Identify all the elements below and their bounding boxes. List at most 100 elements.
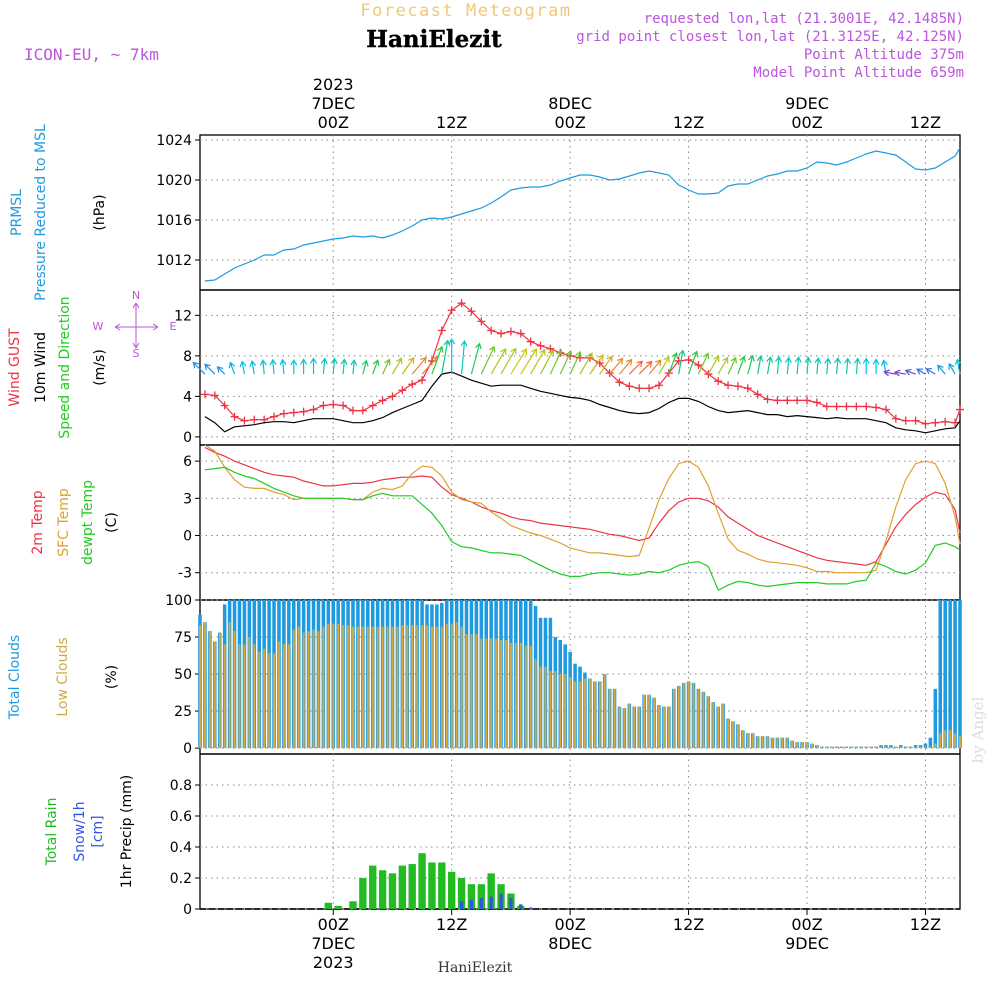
bar-low_cloud xyxy=(238,644,241,749)
top-time-label: 12Z xyxy=(436,113,467,132)
wind-arrow xyxy=(350,359,358,375)
bar-low_cloud xyxy=(638,706,641,749)
bar-low_cloud xyxy=(672,688,675,749)
bar-low_cloud xyxy=(870,746,873,749)
bar-low_cloud xyxy=(445,623,448,749)
watermark: by Angel xyxy=(969,696,987,763)
bar-rain xyxy=(438,862,446,909)
bar-low_cloud xyxy=(277,641,280,749)
gust-marker xyxy=(694,360,703,369)
bar-low_cloud xyxy=(233,631,236,749)
bar-snow xyxy=(519,904,523,909)
wind-arrow xyxy=(500,347,517,375)
gust-marker xyxy=(753,390,762,399)
gust-marker xyxy=(763,395,772,404)
ytick-label: 75 xyxy=(174,630,192,646)
bar-low_cloud xyxy=(598,681,601,749)
bar-low_cloud xyxy=(801,742,804,749)
gust-marker xyxy=(477,317,486,326)
ytick-label: 25 xyxy=(174,704,192,720)
bar-low_cloud xyxy=(722,703,725,749)
wind-arrow xyxy=(589,354,604,375)
bar-low_cloud xyxy=(253,644,256,749)
bar-low_cloud xyxy=(835,746,838,749)
wind-arrow xyxy=(599,355,613,375)
wind-arrow xyxy=(638,360,653,375)
wind-arrow xyxy=(300,358,308,375)
series-t2m xyxy=(204,446,961,566)
wind-arrow xyxy=(756,355,764,375)
ytick-label: 50 xyxy=(174,667,192,683)
bar-low_cloud xyxy=(199,625,201,749)
bar-low_cloud xyxy=(667,706,670,749)
wind-arrow xyxy=(480,345,496,375)
gust-marker xyxy=(358,406,367,415)
compass-south: S xyxy=(133,347,140,360)
bar-low_cloud xyxy=(736,724,739,749)
wind-arrow xyxy=(520,348,538,375)
gust-marker xyxy=(299,407,308,416)
bar-low_cloud xyxy=(243,644,246,749)
unit-label: (m/s) xyxy=(92,349,108,386)
wind-arrow xyxy=(717,356,729,375)
bar-low_cloud xyxy=(914,746,917,749)
bar-low_cloud xyxy=(662,706,665,749)
bar-total_cloud xyxy=(938,600,943,749)
gust-marker xyxy=(911,416,920,425)
bar-low_cloud xyxy=(361,626,364,749)
ytick-label: 0 xyxy=(183,902,192,918)
ytick-label: 6 xyxy=(183,454,192,470)
wind-arrow xyxy=(883,369,896,377)
bottom-time-label: 00Z xyxy=(318,915,349,934)
ytick-label: 1016 xyxy=(156,213,192,229)
ytick-label: 4 xyxy=(183,389,192,405)
bar-low_cloud xyxy=(381,626,384,749)
compass-west: W xyxy=(93,320,104,333)
bar-low_cloud xyxy=(810,743,813,749)
gust-marker xyxy=(497,329,506,338)
bar-snow xyxy=(479,898,483,909)
bar-rain xyxy=(408,864,416,909)
bar-rain xyxy=(349,901,357,909)
gust-marker xyxy=(279,409,288,418)
bar-low_cloud xyxy=(549,671,552,749)
wind-arrow xyxy=(784,356,792,375)
gust-marker xyxy=(951,418,960,427)
bar-low_cloud xyxy=(954,733,957,749)
bar-low_cloud xyxy=(845,746,848,749)
bar-low_cloud xyxy=(559,674,562,749)
bar-low_cloud xyxy=(208,631,211,749)
bar-low_cloud xyxy=(386,626,389,749)
bar-low_cloud xyxy=(258,651,261,749)
wind-arrow xyxy=(834,357,842,375)
wind-arrow xyxy=(411,356,427,375)
bar-low_cloud xyxy=(860,746,863,749)
bar-low_cloud xyxy=(815,745,818,749)
ytick-label: 1024 xyxy=(156,133,192,149)
unit-label: (C) xyxy=(104,512,120,533)
gust-marker xyxy=(615,378,624,387)
gust-marker xyxy=(329,400,338,409)
bar-low_cloud xyxy=(435,626,438,749)
gust-marker xyxy=(891,414,900,423)
bar-low_cloud xyxy=(495,638,498,749)
ylabel-line: SFC Temp xyxy=(56,488,72,557)
bar-low_cloud xyxy=(653,697,655,749)
gust-marker xyxy=(743,384,752,393)
bar-low_cloud xyxy=(781,737,784,749)
bar-low_cloud xyxy=(470,634,473,749)
ytick-label: 8 xyxy=(183,349,192,365)
gust-marker xyxy=(467,307,476,316)
gust-marker xyxy=(250,415,259,424)
bar-rain xyxy=(388,873,397,909)
bar-low_cloud xyxy=(702,691,705,749)
wind-arrow xyxy=(290,359,298,375)
bar-low_cloud xyxy=(500,639,503,749)
gust-marker xyxy=(408,380,417,389)
bar-snow xyxy=(509,898,513,909)
gust-marker xyxy=(842,402,851,411)
bar-low_cloud xyxy=(623,708,626,749)
series-pressure xyxy=(204,147,961,282)
top-time-label: 7DEC xyxy=(311,94,355,113)
gust-marker xyxy=(931,418,940,427)
